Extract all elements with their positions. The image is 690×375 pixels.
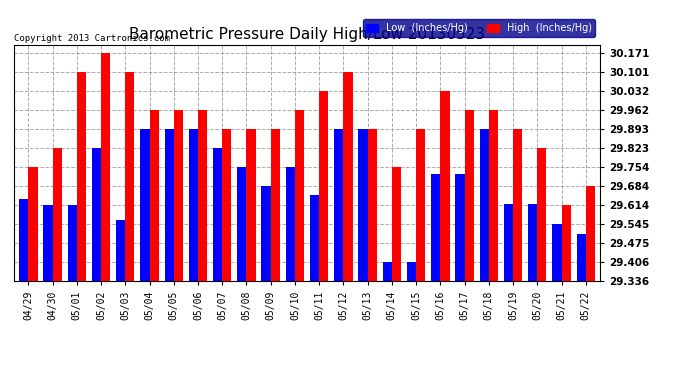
Legend: Low  (Inches/Hg), High  (Inches/Hg): Low (Inches/Hg), High (Inches/Hg) <box>362 19 595 37</box>
Title: Barometric Pressure Daily High/Low 20130523: Barometric Pressure Daily High/Low 20130… <box>129 27 485 42</box>
Bar <box>28 167 37 281</box>
Bar <box>43 205 52 281</box>
Bar <box>262 186 270 281</box>
Bar <box>286 167 295 281</box>
Bar <box>480 129 489 281</box>
Bar <box>92 148 101 281</box>
Bar <box>164 129 174 281</box>
Bar <box>431 174 440 281</box>
Bar <box>101 53 110 281</box>
Bar <box>383 262 392 281</box>
Bar <box>213 148 222 281</box>
Bar <box>464 110 474 281</box>
Bar <box>68 205 77 281</box>
Text: Copyright 2013 Cartronics.com: Copyright 2013 Cartronics.com <box>14 34 170 43</box>
Bar <box>455 174 464 281</box>
Bar <box>552 224 562 281</box>
Bar <box>270 129 280 281</box>
Bar <box>392 167 401 281</box>
Bar <box>407 262 416 281</box>
Bar <box>334 129 344 281</box>
Bar <box>358 129 368 281</box>
Bar <box>538 148 546 281</box>
Bar <box>513 129 522 281</box>
Bar <box>295 110 304 281</box>
Bar <box>52 148 62 281</box>
Bar <box>150 110 159 281</box>
Bar <box>174 110 183 281</box>
Bar <box>19 199 28 281</box>
Bar <box>198 110 207 281</box>
Bar <box>416 129 425 281</box>
Bar <box>577 234 586 281</box>
Bar <box>504 204 513 281</box>
Bar <box>586 186 595 281</box>
Bar <box>77 72 86 281</box>
Bar <box>189 129 198 281</box>
Bar <box>344 72 353 281</box>
Bar <box>222 129 231 281</box>
Bar <box>440 91 450 281</box>
Bar <box>126 72 135 281</box>
Bar <box>140 129 150 281</box>
Bar <box>368 129 377 281</box>
Bar <box>116 220 126 281</box>
Bar <box>237 167 246 281</box>
Bar <box>528 204 538 281</box>
Bar <box>310 195 319 281</box>
Bar <box>319 91 328 281</box>
Bar <box>246 129 256 281</box>
Bar <box>562 205 571 281</box>
Bar <box>489 110 498 281</box>
